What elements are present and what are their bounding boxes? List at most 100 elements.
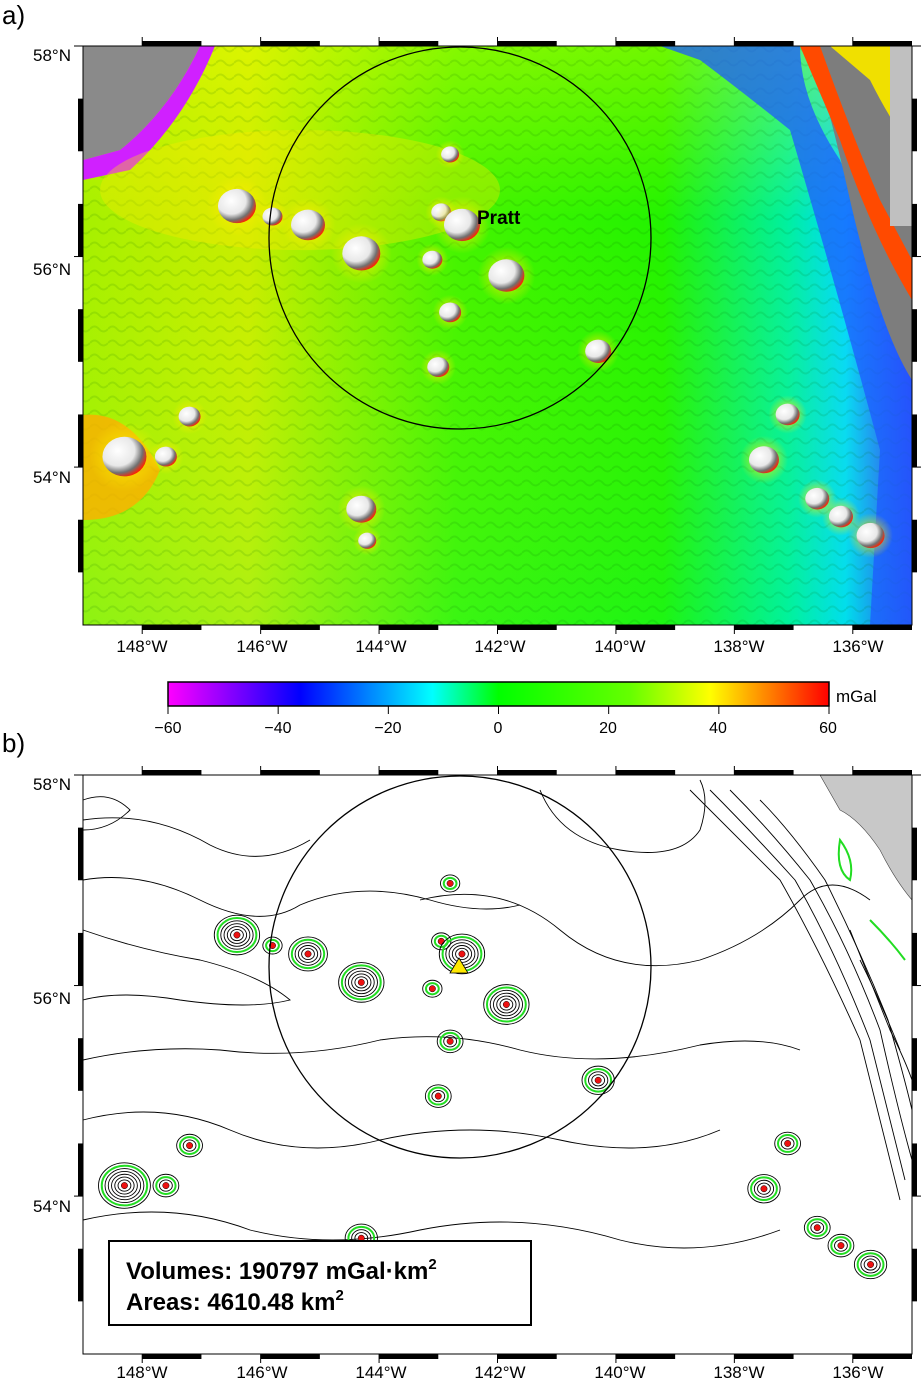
seamount-relief [178,406,201,427]
seamount-contour [301,947,315,961]
seamount-contour [431,932,452,951]
seamount-contour [827,1233,855,1258]
seamount-contour [114,1176,135,1195]
area-text: Areas: 4610.48 km2 [126,1287,344,1316]
seamount-contour [757,1182,771,1195]
regional-contour [82,877,521,917]
lon-label-136: 136°W [832,1363,883,1381]
margin-gray [83,46,200,160]
seamount-contour [182,1139,197,1152]
frame-bar-right [912,1038,917,1091]
seamount-contour [107,1170,142,1201]
seamount-group [89,140,893,558]
seamount-contour [104,1168,145,1204]
margin-red-right [800,46,912,300]
lon-label-148: 148°W [116,1363,167,1381]
frame-bar-right [912,309,917,362]
frame-bar-bottom [852,625,912,630]
study-circle-a [268,46,652,430]
seamount-contour [344,967,378,998]
seamount-relief [748,446,779,474]
colorbar-tick-label: −20 [374,720,401,737]
land-coast-b [819,774,913,901]
results-box-frame [108,1240,532,1326]
colorbar-tick-labels: −60 −40 −20 0 20 40 60 [154,720,837,737]
seamount-contour [810,1221,825,1234]
colorbar-tick-label: 60 [819,720,837,737]
anomaly-texture [83,46,912,625]
seamount-contour [117,1179,132,1192]
frame-bar-bottom [379,1354,439,1359]
frame-bar-right [912,1248,917,1302]
seamount-relief [342,236,381,271]
seamount-contour [439,1031,461,1051]
regional-contour [82,1036,801,1061]
lon-label-144: 144°W [355,1363,406,1381]
margin-contour [82,796,131,831]
seamount-contour [98,1162,151,1209]
seamount-contour [830,1236,852,1256]
lon-label-148: 148°W [116,637,167,656]
regional-contour [82,817,311,857]
seamount-peak-marker [867,1261,874,1268]
seamount-relief [102,436,147,477]
frame-bar-top [260,770,320,775]
frame-bar-bottom [734,1354,794,1359]
seamount-relief [775,403,800,426]
seamount-contour [297,945,319,963]
lon-label-136: 136°W [832,637,883,656]
seamount-contour [290,938,326,970]
seamount-contour [483,984,530,1025]
seamount-relief [805,487,830,510]
frame-bar-top [615,41,676,46]
seamount-contour [774,1131,802,1156]
margin-contour [859,959,901,1051]
seamount-relief [427,357,450,377]
seamount-relief [441,146,460,163]
volume-exponent: 2 [428,1256,436,1273]
gravity-anomaly-map [83,46,912,625]
frame-bar-left [78,98,83,152]
seamount-contour [226,926,248,944]
seamount-peak-marker [458,950,466,958]
seamount-peak-marker [784,1140,792,1147]
seamount-relief [346,495,377,523]
frame-bar-left [78,414,83,468]
frame-bar-bottom [142,1354,202,1359]
panel-a: a) Pratt 58°N 56°N 54°N 148°W [2,0,921,656]
lon-label-142: 142°W [474,1363,525,1381]
frame-bar-top [260,41,320,46]
seamount-contour [776,1133,799,1153]
seamount-contour [440,874,461,893]
seamount-relief [422,250,443,269]
frame-bar-top [379,770,439,775]
seamount-contour [496,995,517,1014]
seamount-contour [591,1074,606,1087]
seamount-contour [584,1067,613,1093]
colorbar-tick-label: −60 [154,720,181,737]
colorbar-tick-label: 20 [599,720,617,737]
frame-bar-left [78,1143,83,1197]
seamount-peak-marker [446,1037,454,1045]
margin-contour [689,789,901,1201]
seamount-contour [747,1174,781,1204]
seamount-peak-marker [446,879,454,887]
seamount-relief [856,522,885,549]
lon-label-146: 146°W [236,1363,287,1381]
seamount-contour [230,928,244,942]
seamount-peak-marker [837,1242,845,1250]
frame-bar-bottom [615,625,676,630]
margin-gray-right [810,46,912,380]
frame-ticks-a [74,37,921,634]
lon-label-140: 140°W [594,637,645,656]
seamount-peak-marker [434,1092,442,1100]
frame-bar-bottom [379,625,439,630]
frame-bar-top [615,770,676,775]
seamount-contour [351,973,372,992]
seamount-contour [438,933,486,975]
area-value: Areas: 4610.48 km [126,1289,335,1316]
frame-bar-left [78,932,83,986]
margin-contour-green [837,837,853,882]
seamount-contour [493,992,520,1017]
seamount-contour [431,1090,446,1103]
